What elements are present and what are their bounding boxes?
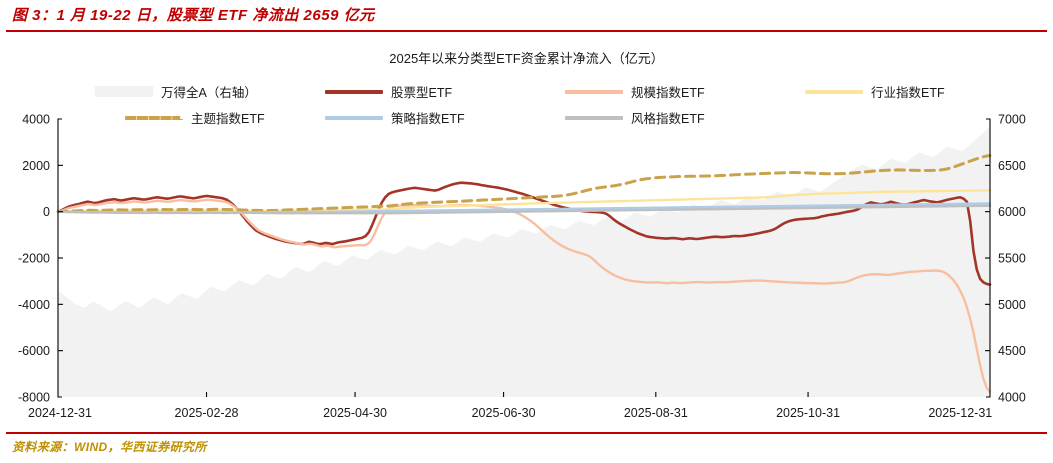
legend-item-industry-index-etf[interactable]: 行业指数ETF <box>805 82 945 101</box>
footer-divider <box>6 432 1047 434</box>
source-note: 资料来源：WIND，华西证券研究所 <box>12 440 207 454</box>
legend-label: 行业指数ETF <box>871 86 945 100</box>
chart-area: 2025年以来分类型ETF资金累计净流入（亿元） 万得全A（右轴） 股票型ETF… <box>0 34 1053 432</box>
x-axis-label: 2025-10-31 <box>776 406 840 420</box>
x-axis-label: 2025-08-31 <box>624 406 688 420</box>
legend-label: 策略指数ETF <box>391 112 465 126</box>
legend-item-wind-all-a[interactable]: 万得全A（右轴） <box>95 82 257 101</box>
y-axis-right-label: 5000 <box>998 298 1026 312</box>
legend-swatch-line-icon <box>565 115 623 120</box>
legend-swatch-line-icon <box>805 89 863 94</box>
chart-title: 2025年以来分类型ETF资金累计净流入（亿元） <box>389 51 664 66</box>
y-axis-right-label: 6500 <box>998 159 1026 173</box>
plot-svg: 4000 2000 0 -2000 -4000 -6000 -8000 7000 6500 600… <box>18 113 1026 421</box>
legend-label: 股票型ETF <box>391 86 453 100</box>
legend-label: 万得全A（右轴） <box>161 86 257 100</box>
x-axis-label: 2025-02-28 <box>175 406 239 420</box>
title-divider <box>6 30 1047 32</box>
x-axis-label: 2025-06-30 <box>472 406 536 420</box>
y-axis-right-label: 5500 <box>998 252 1026 266</box>
legend-swatch-line-icon <box>325 89 383 94</box>
series-line-style_index_etf <box>56 204 992 215</box>
y-axis-left-label: 4000 <box>22 113 50 127</box>
legend-label: 规模指数ETF <box>631 86 705 100</box>
legend-swatch-area-icon <box>95 86 153 97</box>
plot-series-group <box>56 126 992 397</box>
legend-item-strategy-index-etf[interactable]: 策略指数ETF <box>325 108 465 127</box>
series-line-scale_index_etf <box>56 198 992 394</box>
y-axis-right-label: 4500 <box>998 344 1026 358</box>
legend-label: 风格指数ETF <box>631 112 705 126</box>
y-axis-left-label: -2000 <box>18 252 50 266</box>
legend-swatch-line-icon <box>565 89 623 94</box>
x-axis-label: 2025-04-30 <box>323 406 387 420</box>
x-axis-label: 2025-12-31 <box>928 406 992 420</box>
axes-group: 4000 2000 0 -2000 -4000 -6000 -8000 7000 6500 600… <box>18 113 1026 421</box>
legend-swatch-line-icon <box>325 115 383 120</box>
figure-title-band: 图 3：1 月 19-22 日，股票型 ETF 净流出 2659 亿元 <box>0 0 1053 34</box>
y-axis-left-label: -4000 <box>18 298 50 312</box>
series-line-theme_index_etf <box>56 154 992 214</box>
y-axis-left-label: 0 <box>43 205 50 219</box>
y-axis-left-label: -8000 <box>18 391 50 405</box>
legend-item-equity-etf[interactable]: 股票型ETF <box>325 82 452 101</box>
legend-swatch-dashed-line-icon <box>125 115 183 120</box>
chart-legend: 万得全A（右轴） 股票型ETF 规模指数ETF 行业指数ETF 主题指数ETF … <box>0 78 1053 130</box>
y-axis-right-label: 7000 <box>998 113 1026 127</box>
figure-title: 图 3：1 月 19-22 日，股票型 ETF 净流出 2659 亿元 <box>12 7 375 24</box>
legend-item-scale-index-etf[interactable]: 规模指数ETF <box>565 82 705 101</box>
y-axis-left-label: 2000 <box>22 159 50 173</box>
x-axis-label: 2024-12-31 <box>28 406 92 420</box>
series-area-wind_all_a <box>58 126 990 397</box>
y-axis-right-label: 6000 <box>998 205 1026 219</box>
series-line-equity_etf <box>56 181 992 286</box>
y-axis-left-label: -6000 <box>18 344 50 358</box>
y-axis-right-label: 4000 <box>998 391 1026 405</box>
legend-item-style-index-etf[interactable]: 风格指数ETF <box>565 108 705 127</box>
legend-item-theme-index-etf[interactable]: 主题指数ETF <box>125 108 265 127</box>
legend-label: 主题指数ETF <box>191 112 265 126</box>
